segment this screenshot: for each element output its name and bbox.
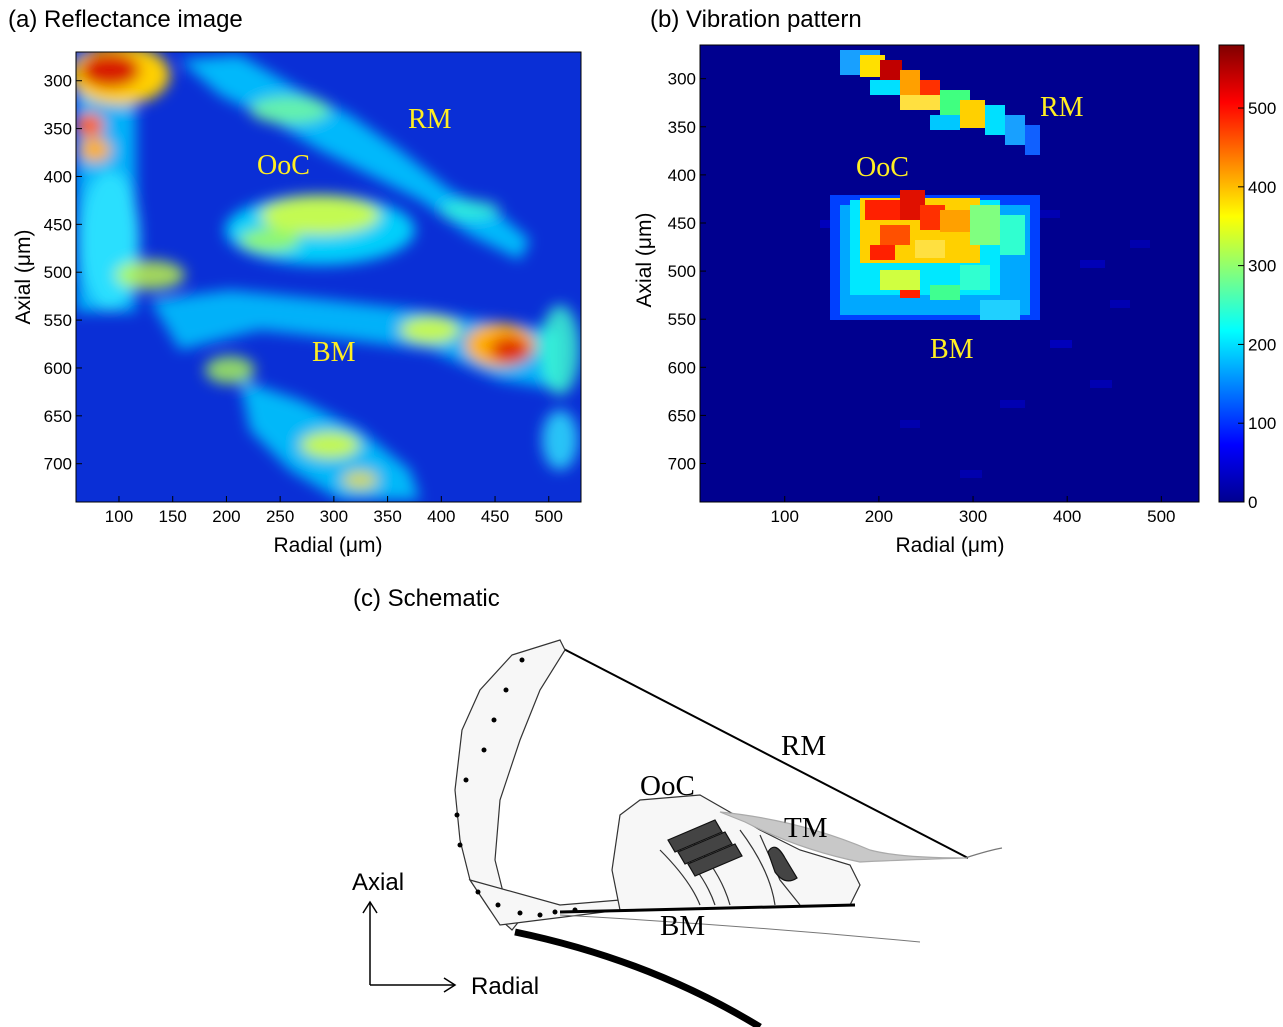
vibration-rm-band: [840, 50, 1040, 155]
vibration-y-tick-label: 400: [668, 166, 696, 185]
reflectance-y-tick-label: 650: [44, 407, 72, 426]
colorbar: [1218, 44, 1245, 503]
vibration-y-tick-label: 550: [668, 310, 696, 329]
schematic-tm: [719, 811, 966, 863]
vibration-y-tick-label: 600: [668, 358, 696, 377]
vibration-y-tick-label: 300: [668, 70, 696, 89]
schematic-axial-label: Axial: [352, 869, 404, 896]
reflectance-x-tick-label: 150: [159, 507, 187, 526]
vibration-y-tick-label: 650: [668, 406, 696, 425]
reflectance-y-tick-label: 300: [44, 72, 72, 91]
reflectance-y-tick-label: 350: [44, 120, 72, 139]
reflectance-rm-label: RM: [408, 104, 452, 135]
reflectance-y-ticks: 300 350 400 450 500 550 600 650 700: [44, 72, 82, 474]
reflectance-ooc-label: OoC: [257, 150, 310, 181]
reflectance-y-tick-label: 400: [44, 167, 72, 186]
schematic-rm-label: RM: [781, 730, 826, 762]
reflectance-bm-label: BM: [312, 337, 356, 368]
colorbar-tick-label: 0: [1248, 493, 1257, 512]
reflectance-hotspots: [76, 52, 580, 500]
vibration-x-tick-label: 400: [1053, 507, 1081, 526]
schematic-ooc-label: OoC: [640, 770, 695, 802]
reflectance-x-ticks: 100 150 200 250 300 350 400 450 500: [105, 496, 563, 526]
schematic-bony-shelf: [514, 928, 762, 1027]
reflectance-y-tick-label: 550: [44, 311, 72, 330]
reflectance-x-tick-label: 100: [105, 507, 133, 526]
schematic-rm-line: [555, 644, 969, 859]
schematic-bm-label: BM: [660, 910, 705, 942]
vibration-heatmap: [699, 44, 1200, 503]
colorbar-tick-label: 300: [1248, 257, 1276, 276]
vibration-x-tick-label: 100: [771, 507, 799, 526]
reflectance-heatmap: [75, 51, 582, 503]
reflectance-x-tick-label: 250: [266, 507, 294, 526]
colorbar-tick-label: 500: [1248, 99, 1276, 118]
vibration-y-tick-label: 700: [668, 455, 696, 474]
schematic: [454, 639, 1003, 1027]
schematic-axes: [362, 900, 457, 993]
schematic-bm-line: [559, 903, 856, 914]
colorbar-ticks: 0 100 200 300 400 500: [1238, 99, 1276, 512]
schematic-radial-label: Radial: [471, 973, 539, 1000]
colorbar-tick-label: 100: [1248, 414, 1276, 433]
panel-c-title: (c) Schematic: [353, 585, 500, 612]
reflectance-x-tick-label: 400: [427, 507, 455, 526]
reflectance-x-tick-label: 300: [320, 507, 348, 526]
reflectance-x-tick-label: 500: [535, 507, 563, 526]
vibration-ooc-blob: [830, 190, 1040, 320]
reflectance-x-tick-label: 350: [373, 507, 401, 526]
panel-a-title: (a) Reflectance image: [8, 6, 243, 33]
reflectance-y-tick-label: 700: [44, 455, 72, 474]
colorbar-tick-label: 200: [1248, 335, 1276, 354]
reflectance-y-tick-label: 600: [44, 359, 72, 378]
vibration-x-label: Radial (μm): [896, 534, 1005, 557]
vibration-x-tick-label: 300: [959, 507, 987, 526]
vibration-y-tick-label: 500: [668, 262, 696, 281]
vibration-noise: [820, 210, 1150, 478]
vibration-rm-label: RM: [1040, 92, 1084, 123]
vibration-y-tick-label: 350: [668, 118, 696, 137]
vibration-ooc-label: OoC: [856, 152, 909, 183]
vibration-y-ticks: 300 350 400 450 500 550 600 650 700: [668, 70, 706, 474]
reflectance-x-label: Radial (μm): [274, 534, 383, 557]
vibration-y-label: Axial (μm): [633, 213, 656, 308]
reflectance-y-tick-label: 450: [44, 215, 72, 234]
vibration-y-tick-label: 450: [668, 214, 696, 233]
reflectance-y-tick-label: 500: [44, 263, 72, 282]
vibration-x-tick-label: 200: [865, 507, 893, 526]
vibration-x-tick-label: 500: [1147, 507, 1175, 526]
reflectance-x-tick-label: 450: [481, 507, 509, 526]
schematic-tm-label: TM: [784, 812, 828, 844]
vibration-x-ticks: 100 200 300 400 500: [771, 496, 1176, 526]
vibration-bm-label: BM: [930, 334, 974, 365]
schematic-outer-wall: [454, 639, 566, 931]
schematic-hair-cells: [667, 819, 798, 882]
reflectance-y-label: Axial (μm): [12, 230, 35, 325]
panel-b-title: (b) Vibration pattern: [650, 6, 862, 33]
reflectance-x-tick-label: 200: [212, 507, 240, 526]
colorbar-tick-label: 400: [1248, 178, 1276, 197]
